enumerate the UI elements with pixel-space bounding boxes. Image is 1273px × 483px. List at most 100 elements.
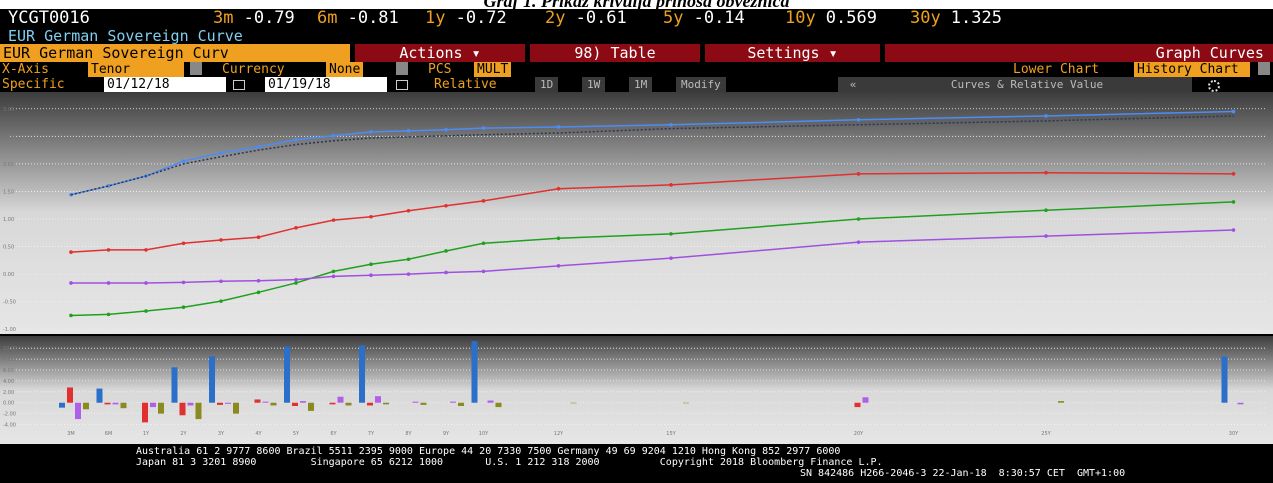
ticker: YCGT0016 (8, 8, 90, 28)
point (219, 299, 223, 303)
collapse-button[interactable]: « (838, 77, 868, 92)
bar (345, 402, 352, 406)
quote-value: -0.72 (455, 8, 507, 28)
view-button[interactable]: Curves & Relative Value (862, 77, 1192, 92)
bar (59, 402, 65, 408)
point (556, 236, 561, 241)
bar (104, 402, 111, 405)
gear-icon[interactable] (1208, 80, 1220, 92)
bar (854, 402, 861, 408)
bar (450, 401, 456, 403)
bar (487, 400, 494, 403)
quote-value: -0.79 (243, 8, 295, 28)
point (1231, 200, 1236, 204)
point (669, 256, 673, 260)
y-tick-label: 2.00 (3, 162, 14, 168)
point (444, 270, 448, 275)
quote-tenor: 30y (910, 8, 941, 28)
y-tick-label: 1.50 (3, 189, 14, 195)
point (1044, 170, 1048, 175)
point (369, 130, 373, 134)
bar (195, 402, 202, 420)
bar (142, 402, 148, 423)
point (481, 126, 486, 130)
label: X-Axis (2, 62, 49, 77)
actions-button[interactable]: Actions ▾ (355, 44, 525, 62)
point (1044, 234, 1048, 238)
main-plot-bg (0, 92, 1273, 334)
point (144, 281, 148, 285)
xaxis-select[interactable]: Tenor (88, 62, 184, 77)
bar (383, 402, 389, 405)
bar (375, 396, 381, 403)
point (1044, 208, 1048, 212)
period-button[interactable]: Modify (676, 77, 726, 92)
quote-value: -0.81 (347, 8, 399, 28)
lower-plot-bg (0, 336, 1273, 444)
currency-select[interactable]: None (326, 62, 364, 77)
point (294, 137, 298, 142)
y-tick-label: 0.50 (3, 245, 14, 251)
x-tick-label: 7Y (368, 431, 375, 437)
bar (262, 401, 269, 403)
point (69, 250, 73, 254)
quote-tenor: 6m (317, 8, 338, 28)
bar (217, 402, 223, 405)
curve (70, 115, 1234, 196)
y-tick-label: 6.00 (3, 368, 14, 374)
calendar-icon[interactable] (396, 80, 408, 90)
point (1231, 109, 1236, 114)
point (481, 199, 486, 203)
pcs-select[interactable]: MULT (474, 62, 512, 77)
caption: Graf 1. Prikaz krivulja prinosa obveznic… (0, 0, 1273, 9)
x-tick-label: 30Y (1229, 431, 1239, 437)
dropdown[interactable] (396, 62, 408, 75)
lower-select[interactable]: History Chart (1134, 62, 1250, 77)
point (406, 129, 411, 133)
date-from[interactable]: 01/12/18 (104, 77, 226, 92)
graph-button[interactable]: Graph Curves (885, 44, 1273, 62)
point (406, 272, 411, 276)
point (144, 248, 148, 252)
bar (284, 346, 290, 403)
calendar-icon[interactable] (233, 80, 245, 90)
footer-line: SN 842486 H266-2046-3 22-Jan-18 8:30:57 … (800, 468, 1126, 479)
period-button[interactable]: 1W (582, 77, 606, 92)
point (406, 208, 411, 213)
quote-value: 1.325 (950, 8, 1002, 28)
x-tick-label: 2Y (180, 431, 187, 437)
dropdown[interactable] (190, 62, 202, 75)
curve-select[interactable]: EUR German Sovereign Curv (0, 44, 350, 62)
period-button[interactable]: 1M (629, 77, 653, 92)
point (219, 151, 223, 155)
point (369, 273, 373, 278)
point (856, 118, 861, 122)
point (856, 172, 861, 176)
table-button[interactable]: 98) Table (530, 44, 700, 62)
x-tick-label: 6M (105, 431, 113, 437)
point (106, 312, 111, 317)
label: Specific (2, 77, 65, 92)
x-tick-label: 15Y (666, 431, 676, 437)
quote-tenor: 2y (545, 8, 566, 28)
point (406, 257, 411, 262)
x-tick-label: 8Y (405, 431, 412, 437)
period-button[interactable]: 1D (535, 77, 559, 92)
dropdown[interactable] (1258, 62, 1270, 75)
point (1231, 172, 1236, 176)
quote-value: -0.14 (693, 8, 745, 28)
settings-button[interactable]: Settings ▾ (705, 44, 880, 62)
bar (367, 402, 373, 406)
quote-tenor: 10y (785, 8, 816, 28)
charts: -1.00 -0.50 0.00 0.50 1.00 1.50 2.00 2.50 3.00 -4… (0, 92, 1273, 444)
bar (270, 402, 277, 406)
x-tick-label: 9Y (443, 431, 450, 437)
date-to[interactable]: 01/19/18 (265, 77, 387, 92)
bar (471, 341, 478, 403)
point (856, 217, 861, 221)
point (369, 262, 373, 267)
bar (308, 402, 314, 411)
quote-tenor: 5y (663, 8, 684, 28)
bar (683, 402, 689, 404)
bar (329, 402, 336, 405)
